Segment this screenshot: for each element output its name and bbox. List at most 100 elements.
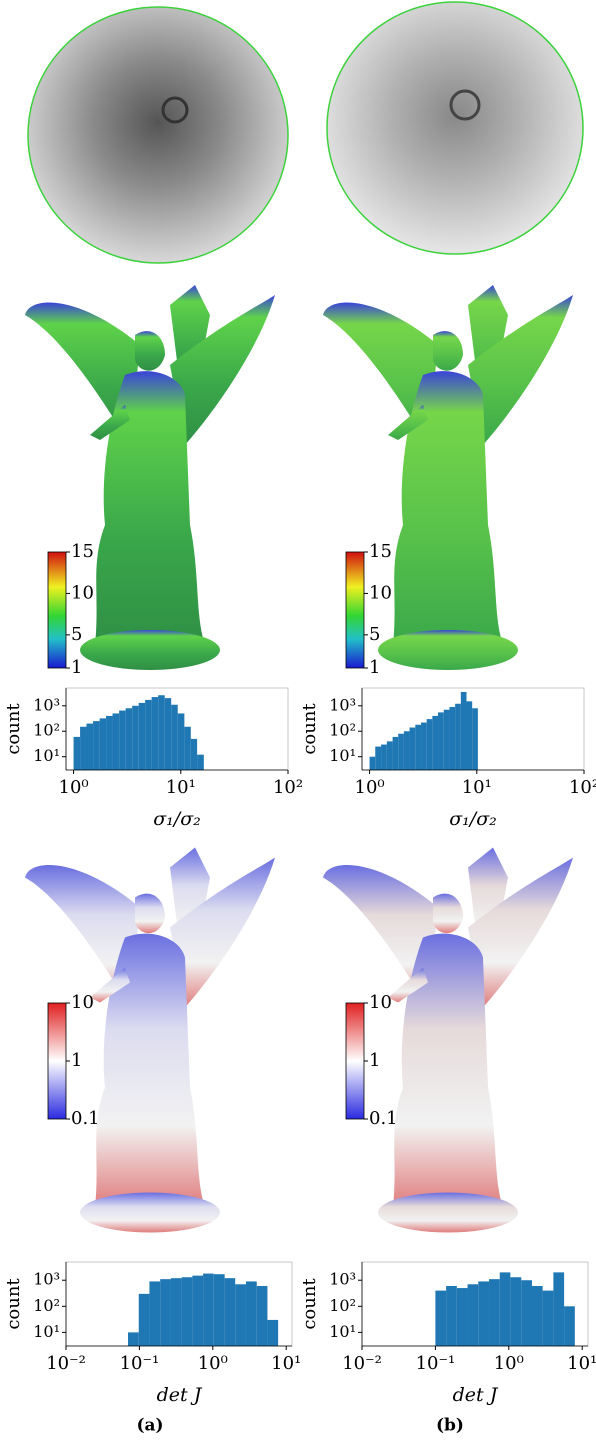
y-tick-label: 10³ <box>329 1270 356 1289</box>
x-tick-label: 10² <box>273 777 303 798</box>
colorbar <box>345 551 365 669</box>
panel-label: (a) <box>136 1416 163 1436</box>
bar <box>73 736 81 770</box>
bar <box>446 1286 457 1346</box>
bar <box>438 712 444 770</box>
bar <box>531 1286 543 1346</box>
bar <box>177 713 185 770</box>
bar <box>435 1290 447 1346</box>
y-tick-label: 10² <box>329 721 356 740</box>
bar <box>119 710 126 770</box>
y-tick-label: 10¹ <box>33 746 60 765</box>
x-axis-label: σ₁/σ₂ <box>449 808 497 830</box>
bar <box>256 1286 268 1346</box>
colorbar <box>345 1002 365 1120</box>
y-tick-label: 10² <box>33 721 60 740</box>
bar <box>267 1319 279 1346</box>
bar <box>460 691 467 770</box>
x-tick-label: 10⁰ <box>355 777 385 798</box>
x-axis-label: σ₁/σ₂ <box>153 808 201 830</box>
bar <box>145 699 152 770</box>
colorbar-tick-label: 0.1 <box>71 1108 100 1129</box>
y-tick-label: 10³ <box>33 1270 60 1289</box>
bar <box>432 715 439 770</box>
bar <box>421 722 427 770</box>
bar <box>197 754 204 770</box>
bar <box>449 706 456 770</box>
bar <box>553 1272 565 1346</box>
y-tick-label: 10¹ <box>329 746 356 765</box>
bar <box>203 1273 214 1346</box>
bar <box>192 1275 204 1346</box>
x-tick-label: 10¹ <box>271 1353 301 1374</box>
bar <box>386 741 393 770</box>
bar <box>112 713 120 770</box>
bar <box>149 1281 161 1346</box>
bar <box>489 1279 500 1346</box>
streamline-disks <box>27 1 584 264</box>
vortex <box>161 96 189 124</box>
bar <box>106 715 113 770</box>
y-tick-label: 10² <box>33 1296 60 1315</box>
bar <box>472 708 478 770</box>
x-axis-label: det J <box>157 1384 203 1406</box>
bar <box>80 726 87 770</box>
bar <box>151 697 159 770</box>
bar <box>213 1274 225 1346</box>
bar <box>478 1281 490 1346</box>
y-axis-label: count <box>299 1278 320 1330</box>
bar <box>443 709 450 770</box>
x-tick-label: 10⁻² <box>46 1353 86 1374</box>
bar <box>542 1290 554 1346</box>
bar <box>190 738 198 770</box>
bar <box>164 698 172 770</box>
y-axis-label: count <box>3 1278 24 1330</box>
bar <box>86 723 94 770</box>
bar <box>466 701 473 770</box>
bar <box>381 744 387 770</box>
bar <box>128 1332 139 1346</box>
colorbar-tick-label: 5 <box>369 624 380 645</box>
disk-b <box>326 1 584 255</box>
y-tick-label: 10¹ <box>33 1322 60 1341</box>
y-tick-label: 10³ <box>329 695 356 714</box>
disk-a <box>27 6 289 264</box>
x-tick-label: 10² <box>569 777 596 798</box>
bar <box>398 733 404 770</box>
bar <box>456 1288 468 1346</box>
x-axis-label: det J <box>453 1384 499 1406</box>
x-tick-label: 10⁻¹ <box>416 1353 456 1374</box>
colorbar-tick-label: 1 <box>369 1050 380 1071</box>
bar <box>375 746 382 770</box>
bar <box>564 1306 575 1346</box>
colorbar-tick-label: 1 <box>71 1050 82 1071</box>
bar <box>467 1284 479 1346</box>
bar <box>158 695 165 770</box>
vortex <box>449 89 481 121</box>
colorbar-tick-label: 10 <box>71 582 94 603</box>
x-tick-label: 10¹ <box>166 777 196 798</box>
colorbar-tick-label: 10 <box>71 992 94 1013</box>
colorbar-tick-label: 10 <box>369 582 392 603</box>
colorbar-tick-label: 1 <box>71 657 82 678</box>
colorbar-tick-label: 5 <box>71 624 82 645</box>
bar <box>499 1272 511 1346</box>
colorbar <box>47 551 67 669</box>
colorbar-tick-label: 15 <box>71 541 94 562</box>
x-tick-label: 10¹ <box>462 777 492 798</box>
bar <box>521 1280 532 1346</box>
y-axis-label: count <box>299 703 320 755</box>
bar <box>170 1278 182 1346</box>
x-tick-label: 10¹ <box>567 1353 596 1374</box>
bar <box>403 731 410 770</box>
bar <box>426 719 433 770</box>
x-tick-label: 10⁰ <box>59 777 89 798</box>
colorbar-tick-label: 0.1 <box>369 1108 398 1129</box>
colorbar <box>47 1002 67 1120</box>
bar <box>409 727 416 770</box>
bar <box>132 705 139 770</box>
colorbar-tick-label: 1 <box>369 657 380 678</box>
y-axis-label: count <box>3 703 24 755</box>
x-tick-label: 10⁰ <box>494 1353 524 1374</box>
